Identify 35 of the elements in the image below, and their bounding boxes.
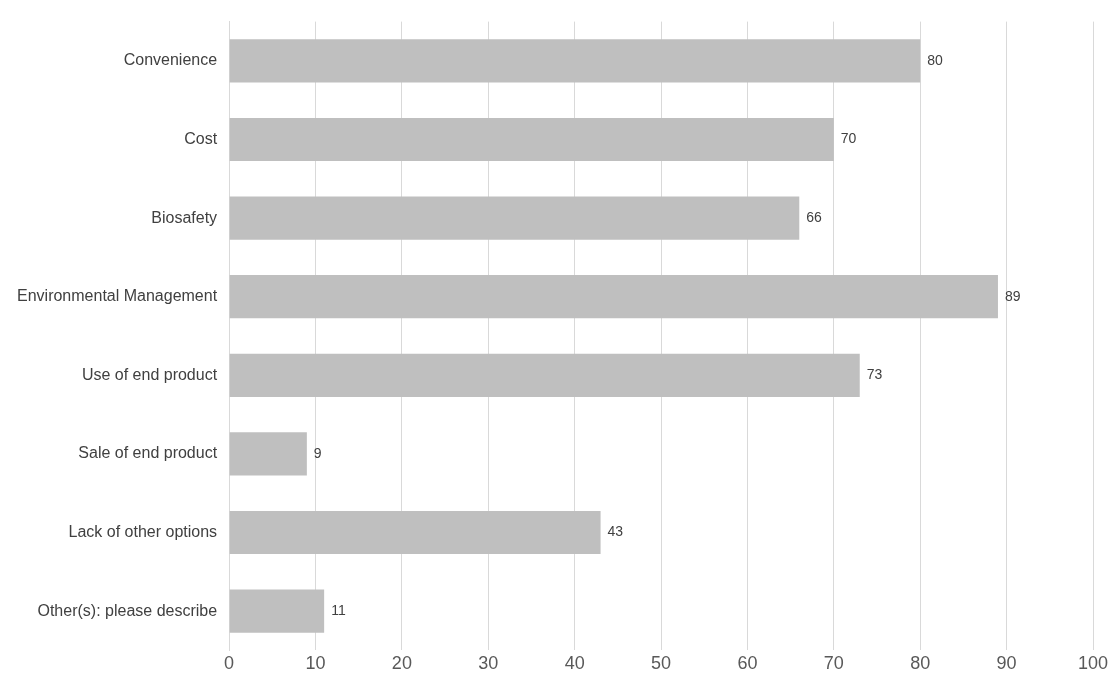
bar xyxy=(229,510,601,555)
data-label: 66 xyxy=(806,208,823,225)
data-label: 89 xyxy=(1004,287,1021,304)
y-tick-label: Use of end product xyxy=(81,365,218,383)
x-tick-label: 40 xyxy=(564,653,585,674)
x-tick-label: 90 xyxy=(996,653,1017,674)
data-label: 73 xyxy=(866,366,883,383)
x-tick-label: 10 xyxy=(305,653,326,674)
y-tick-label: Lack of other options xyxy=(68,522,218,540)
x-tick-label: 100 xyxy=(1077,653,1109,674)
bar xyxy=(229,39,921,83)
bar xyxy=(229,117,834,162)
bar xyxy=(229,353,860,397)
data-label: 43 xyxy=(607,523,624,540)
x-tick-label: 0 xyxy=(224,653,235,674)
y-tick-label: Convenience xyxy=(123,51,218,69)
x-tick-label: 60 xyxy=(737,653,758,674)
bar xyxy=(229,432,307,476)
y-tick-label: Cost xyxy=(184,129,218,147)
x-tick-label: 70 xyxy=(823,653,844,674)
data-label: 11 xyxy=(331,601,346,618)
data-label: 9 xyxy=(313,444,322,461)
bar xyxy=(229,589,325,633)
data-label: 70 xyxy=(840,130,857,147)
y-tick-label: Other(s): please describe xyxy=(37,601,218,619)
data-label: 80 xyxy=(927,51,944,68)
x-tick-label: 30 xyxy=(478,653,499,674)
x-tick-label: 80 xyxy=(910,653,931,674)
y-tick-label: Sale of end product xyxy=(78,444,218,462)
bar xyxy=(229,196,800,240)
x-tick-label: 20 xyxy=(391,653,412,674)
y-tick-label: Environmental Management xyxy=(17,287,218,305)
bar xyxy=(229,275,998,319)
x-tick-label: 50 xyxy=(651,653,672,674)
y-tick-label: Biosafety xyxy=(151,208,218,226)
